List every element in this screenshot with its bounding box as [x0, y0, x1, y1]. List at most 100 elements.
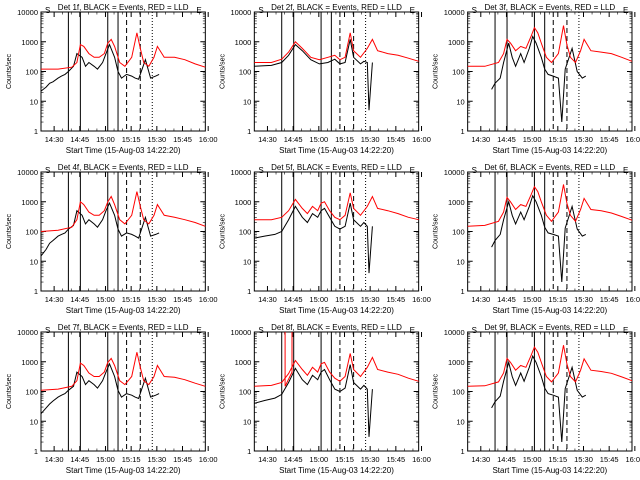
series-lld-line — [40, 352, 206, 391]
plot-frame — [40, 11, 206, 132]
x-axis-label: Start Time (15-Aug-03 14:22:20) — [66, 146, 181, 155]
x-tick-label: 15:30 — [361, 295, 380, 304]
y-axis-label: Counts/sec — [433, 373, 440, 409]
series-lld-spikes-line — [284, 332, 293, 387]
series-lld-line — [254, 192, 419, 221]
y-tick-label: 100 — [239, 228, 252, 237]
x-tick-label: 14:45 — [70, 295, 89, 304]
panel-title: Det 1f, BLACK = Events, RED = LLD — [58, 3, 189, 12]
series-events-line — [491, 354, 587, 443]
x-tick-label: 15:45 — [386, 135, 405, 144]
y-axis-label: Counts/sec — [6, 213, 13, 249]
x-tick-label: 14:45 — [70, 455, 89, 464]
x-tick-label: 14:30 — [258, 135, 277, 144]
x-tick-label: 14:45 — [497, 135, 516, 144]
x-tick-label: 16:00 — [199, 135, 218, 144]
series-lld-line — [41, 32, 206, 70]
x-tick-label: 15:30 — [147, 455, 166, 464]
y-tick-label: 1 — [247, 287, 251, 296]
series-lld-line — [254, 353, 419, 387]
panel-title: Det 9f, BLACK = Events, RED = LLD — [484, 323, 615, 332]
y-tick-label: 10000 — [230, 168, 251, 177]
x-tick-label: 15:45 — [600, 295, 619, 304]
plot-frame — [253, 331, 420, 452]
x-tick-label: 15:15 — [548, 455, 567, 464]
y-axis-label: Counts/sec — [219, 53, 226, 89]
y-tick-label: 1 — [460, 447, 464, 456]
x-tick-label: 15:00 — [523, 295, 542, 304]
panel-det-1f: Det 1f, BLACK = Events, RED = LLD 1 10 100 1… — [6, 3, 218, 155]
panel-det-8f: Det 8f, BLACK = Events, RED = LLD 1 10 100 1… — [219, 323, 431, 475]
marker-label-e: E — [410, 166, 415, 175]
x-tick-label: 15:45 — [386, 455, 405, 464]
panel-title: Det 2f, BLACK = Events, RED = LLD — [271, 3, 402, 12]
x-tick-label: 16:00 — [412, 135, 431, 144]
y-tick-label: 100 — [452, 228, 465, 237]
panel-det-4f: Det 4f, BLACK = Events, RED = LLD 1 10 100 1… — [6, 163, 218, 315]
marker-label-s: S — [45, 326, 50, 335]
y-tick-label: 1 — [460, 127, 464, 136]
y-tick-label: 1 — [34, 447, 38, 456]
series-events-line — [40, 362, 160, 415]
x-tick-label: 15:45 — [386, 295, 405, 304]
y-tick-label: 10000 — [444, 168, 465, 177]
panel-title: Det 3f, BLACK = Events, RED = LLD — [484, 3, 615, 12]
panel-title: Det 8f, BLACK = Events, RED = LLD — [271, 323, 402, 332]
y-tick-label: 100 — [25, 228, 38, 237]
x-tick-label: 14:45 — [284, 135, 303, 144]
x-axis-label: Start Time (15-Aug-03 14:22:20) — [492, 306, 607, 315]
y-tick-label: 10 — [456, 417, 464, 426]
y-tick-label: 10000 — [230, 328, 251, 337]
x-tick-label: 15:45 — [173, 455, 192, 464]
x-tick-label: 15:45 — [600, 455, 619, 464]
marker-label-s: S — [258, 6, 263, 15]
x-tick-label: 15:45 — [600, 135, 619, 144]
x-tick-label: 14:45 — [497, 455, 516, 464]
x-axis-label: Start Time (15-Aug-03 14:22:20) — [279, 146, 394, 155]
marker-label-e: E — [196, 6, 201, 15]
x-tick-label: 15:30 — [574, 135, 593, 144]
plot-frame — [253, 171, 420, 292]
y-tick-label: 10 — [243, 97, 251, 106]
marker-label-s: S — [258, 166, 263, 175]
y-axis-label: Counts/sec — [219, 213, 226, 249]
x-tick-label: 16:00 — [412, 455, 431, 464]
x-tick-label: 14:30 — [45, 295, 64, 304]
x-tick-label: 15:30 — [361, 135, 380, 144]
y-axis-label: Counts/sec — [433, 213, 440, 249]
x-tick-label: 15:45 — [173, 135, 192, 144]
x-tick-label: 15:15 — [122, 295, 141, 304]
marker-label-s: S — [472, 326, 477, 335]
y-tick-label: 10000 — [444, 8, 465, 17]
x-tick-label: 15:15 — [548, 135, 567, 144]
x-tick-label: 14:45 — [284, 295, 303, 304]
x-tick-label: 15:30 — [574, 295, 593, 304]
y-tick-label: 100 — [25, 388, 38, 397]
x-tick-label: 15:30 — [147, 295, 166, 304]
y-axis-label: Counts/sec — [433, 53, 440, 89]
plot-frame — [467, 171, 633, 292]
x-tick-label: 16:00 — [199, 455, 218, 464]
y-tick-label: 10 — [30, 417, 38, 426]
x-tick-label: 15:00 — [96, 455, 115, 464]
x-axis-label: Start Time (15-Aug-03 14:22:20) — [66, 306, 181, 315]
y-tick-label: 1000 — [21, 38, 38, 47]
y-tick-label: 10 — [243, 257, 251, 266]
series-events-line — [40, 43, 160, 92]
x-tick-label: 15:30 — [361, 455, 380, 464]
x-tick-label: 14:45 — [497, 295, 516, 304]
series-events-line — [254, 364, 373, 437]
x-tick-label: 15:00 — [309, 295, 328, 304]
y-tick-label: 1 — [460, 287, 464, 296]
x-axis-label: Start Time (15-Aug-03 14:22:20) — [279, 466, 394, 475]
y-tick-label: 1000 — [448, 198, 465, 207]
series-lld-line — [40, 191, 206, 232]
marker-label-e: E — [196, 326, 201, 335]
marker-label-s: S — [45, 6, 50, 15]
y-tick-label: 1000 — [235, 358, 252, 367]
x-tick-label: 15:00 — [96, 135, 115, 144]
x-tick-label: 16:00 — [625, 135, 640, 144]
x-tick-label: 15:00 — [309, 135, 328, 144]
marker-label-e: E — [623, 6, 628, 15]
